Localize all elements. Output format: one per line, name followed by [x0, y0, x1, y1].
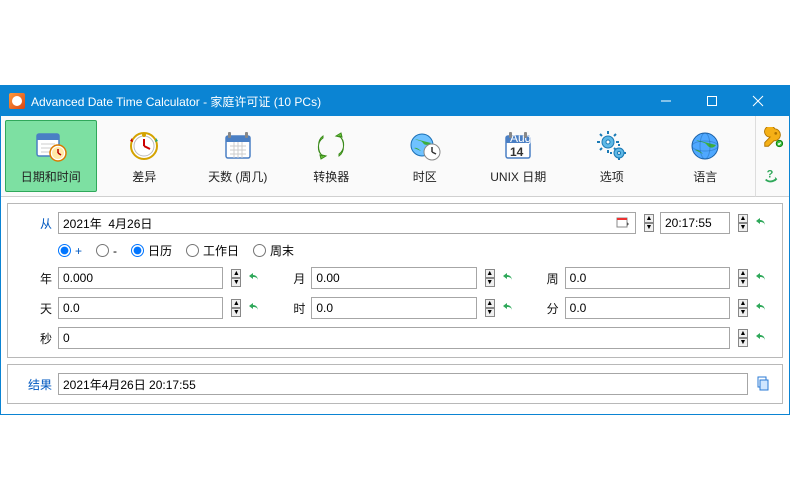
from-label: 从: [18, 215, 52, 232]
toolbar-tab-1[interactable]: 差异: [99, 120, 191, 192]
svg-text:14: 14: [510, 145, 524, 159]
from-date-field[interactable]: [63, 216, 615, 230]
window-title: Advanced Date Time Calculator - 家庭许可证 (1…: [31, 93, 643, 110]
week-spinner[interactable]: ▲▼: [738, 269, 748, 287]
radio-calendar[interactable]: 日历: [131, 242, 172, 259]
week-input[interactable]: [565, 267, 730, 289]
hour-label: 时: [271, 300, 305, 317]
radio-plus[interactable]: +: [58, 244, 82, 258]
day-input[interactable]: [58, 297, 223, 319]
operation-radios: + - 日历 工作日 周末: [18, 242, 772, 259]
toolbar-tab-6[interactable]: 选项: [566, 120, 658, 192]
day-spinner[interactable]: ▲▼: [231, 299, 241, 317]
month-input[interactable]: [311, 267, 476, 289]
year-input[interactable]: [58, 267, 223, 289]
reset-day-icon[interactable]: [247, 299, 265, 317]
month-label: 月: [271, 270, 305, 287]
toolbar-label: 天数 (周几): [208, 168, 267, 185]
toolbar-label: 选项: [600, 168, 624, 185]
calendar-dropdown-icon[interactable]: [615, 215, 631, 231]
toolbar-label: 时区: [413, 168, 437, 185]
result-panel: 结果: [7, 364, 783, 404]
month-spinner[interactable]: ▲▼: [485, 269, 495, 287]
hour-input[interactable]: [311, 297, 476, 319]
from-time-input[interactable]: [660, 212, 730, 234]
radio-weekend[interactable]: 周末: [253, 242, 294, 259]
help-icon[interactable]: ?: [756, 156, 789, 192]
from-time-field[interactable]: [665, 216, 729, 230]
toolbar-label: 转换器: [313, 168, 349, 185]
minute-input[interactable]: [565, 297, 730, 319]
app-icon: [9, 93, 25, 109]
second-spinner[interactable]: ▲▼: [738, 329, 748, 347]
svg-text:?: ?: [766, 169, 773, 181]
calendar-days-icon: [220, 128, 256, 164]
from-date-input[interactable]: [58, 212, 636, 234]
minute-spinner[interactable]: ▲▼: [738, 299, 748, 317]
clock-diff-icon: [126, 128, 162, 164]
toolbar-label: UNIX 日期: [490, 168, 546, 185]
second-input[interactable]: [58, 327, 730, 349]
reset-month-icon[interactable]: [501, 269, 519, 287]
result-field: [63, 377, 747, 391]
maximize-button[interactable]: [689, 86, 735, 116]
copy-result-icon[interactable]: [754, 375, 772, 393]
reset-minute-icon[interactable]: [754, 299, 772, 317]
reset-hour-icon[interactable]: [501, 299, 519, 317]
globe-icon: [687, 128, 723, 164]
toolbar-tab-7[interactable]: 语言: [660, 120, 752, 192]
hour-spinner[interactable]: ▲▼: [485, 299, 495, 317]
reset-week-icon[interactable]: [754, 269, 772, 287]
result-label: 结果: [18, 376, 52, 393]
toolbar-label: 语言: [693, 168, 717, 185]
toolbar-label: 日期和时间: [21, 168, 81, 185]
toolbar-tab-3[interactable]: 转换器: [286, 120, 378, 192]
toolbar-label: 差异: [132, 168, 156, 185]
radio-workday[interactable]: 工作日: [186, 242, 239, 259]
year-label: 年: [18, 270, 52, 287]
minute-label: 分: [525, 300, 559, 317]
reset-second-icon[interactable]: [754, 329, 772, 347]
minimize-button[interactable]: [643, 86, 689, 116]
toolbar-tab-4[interactable]: 时区: [379, 120, 471, 192]
second-label: 秒: [18, 330, 52, 347]
toolbar-tab-5[interactable]: Aug14 UNIX 日期: [473, 120, 565, 192]
globe-clock-icon: [407, 128, 443, 164]
calendar-clock-icon: [33, 128, 69, 164]
side-toolbar: ?: [755, 116, 789, 197]
gears-icon: [594, 128, 630, 164]
converter-icon: [313, 128, 349, 164]
time-spinner[interactable]: ▲▼: [738, 214, 748, 232]
toolbar-tab-0[interactable]: 日期和时间: [5, 120, 97, 192]
reset-year-icon[interactable]: [247, 269, 265, 287]
date-spinner[interactable]: ▲▼: [644, 214, 654, 232]
svg-text:Aug: Aug: [510, 131, 531, 145]
close-button[interactable]: [735, 86, 781, 116]
year-spinner[interactable]: ▲▼: [231, 269, 241, 287]
toolbar-tab-2[interactable]: 天数 (周几): [192, 120, 284, 192]
radio-minus[interactable]: -: [96, 244, 117, 258]
app-window: Advanced Date Time Calculator - 家庭许可证 (1…: [0, 85, 790, 415]
result-output: [58, 373, 748, 395]
key-icon[interactable]: [756, 120, 789, 156]
input-panel: 从 ▲▼ ▲▼ + - 日历 工作日 周末 年: [7, 203, 783, 358]
day-label: 天: [18, 300, 52, 317]
unix-date-icon: Aug14: [500, 128, 536, 164]
titlebar: Advanced Date Time Calculator - 家庭许可证 (1…: [1, 86, 789, 116]
main-toolbar: 日期和时间 差异 天数 (周几) 转换器 时区 Aug14 UNIX 日期 选项 语言: [1, 116, 755, 197]
week-label: 周: [525, 270, 559, 287]
reset-from-icon[interactable]: [754, 214, 772, 232]
